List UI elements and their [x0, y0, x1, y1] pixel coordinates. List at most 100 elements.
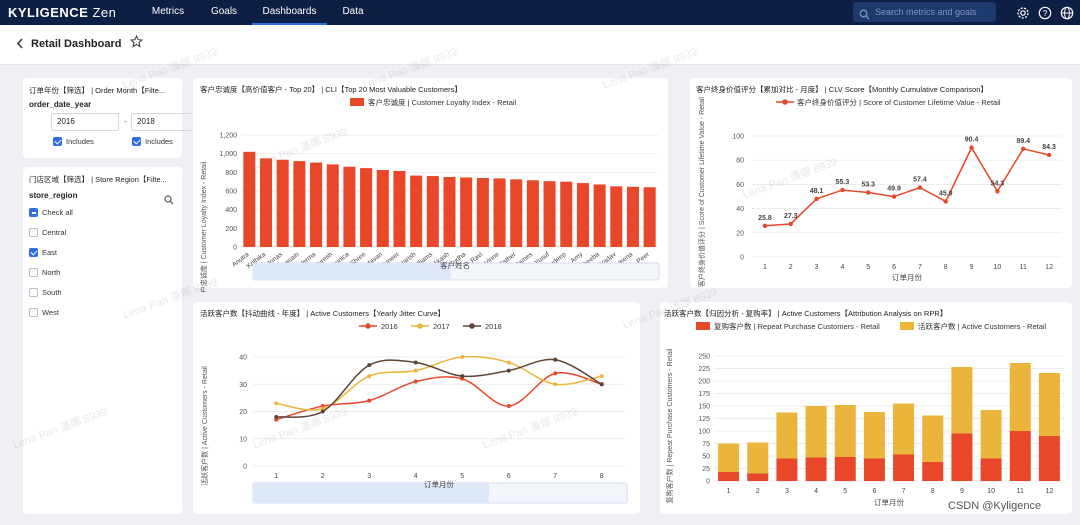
clv-line [764, 146, 1050, 227]
y-tick-label: 0 [706, 479, 710, 486]
checkbox-west[interactable] [29, 308, 38, 317]
series-line-2017 [276, 355, 602, 411]
legend-marker [782, 99, 788, 105]
stacked-bar-segment [805, 457, 827, 481]
globe-icon[interactable] [1060, 5, 1074, 24]
y-tick-label: 150 [698, 404, 710, 411]
x-tick-label: 6 [872, 488, 876, 495]
includes-to-checkbox[interactable] [132, 137, 141, 146]
y-tick-label: 250 [698, 354, 710, 361]
clv-point [1021, 146, 1026, 152]
y-axis-label: 客户终身价值评分 | Score of Customer Lifetime Va… [697, 97, 706, 287]
stacked-bar-segment [922, 415, 944, 462]
y-tick-label: 25 [702, 466, 710, 473]
cli-bar [610, 186, 623, 247]
year-to-input[interactable]: 2018 [131, 113, 199, 131]
y-tick-label: 100 [698, 429, 710, 436]
stacked-bar-segment [1038, 436, 1060, 481]
cli-bar [626, 186, 639, 247]
series-point-2017 [367, 374, 372, 379]
y-tick-label: 200 [698, 379, 710, 386]
card-active: 活跃客户数【抖动曲线 - 年度】 | Active Customers【Year… [193, 302, 640, 514]
option-label: Check all [42, 208, 73, 217]
series-point-2018 [599, 382, 604, 387]
cli-bar [260, 158, 273, 247]
legend-marker [417, 323, 423, 329]
year-from-input[interactable]: 2016 [51, 113, 119, 131]
zoom-slider-window [253, 263, 451, 280]
clv-point [762, 223, 768, 228]
chart-title: 活跃客户数【抖动曲线 - 年度】 | Active Customers【Year… [200, 309, 446, 318]
legend-marker [469, 323, 475, 329]
y-tick-label: 400 [225, 207, 237, 214]
checkbox-south[interactable] [29, 288, 38, 297]
chevron-left-icon[interactable] [16, 38, 24, 52]
x-tick-label: 9 [960, 488, 964, 495]
settings-icon[interactable] [1016, 5, 1030, 24]
attribution-chart: 复购客户数 | Repeat Purchase Customers - Reta… [665, 321, 1064, 507]
checkbox-central[interactable] [29, 228, 38, 237]
clv-point [1046, 152, 1052, 158]
legend-label: 2018 [485, 322, 502, 331]
series-point-2016 [367, 398, 372, 403]
legend-swatch [900, 322, 914, 330]
brand-logo[interactable]: KYLIGENCE Zen [8, 5, 116, 20]
y-tick-label: 60 [736, 182, 744, 189]
cli-bar [460, 177, 473, 247]
y-tick-label: 0 [740, 255, 744, 262]
x-tick-label: 1 [274, 473, 278, 480]
page-header: Retail Dashboard [0, 25, 1080, 65]
stacked-bar-segment [776, 458, 798, 481]
y-tick-label: 40 [736, 206, 744, 213]
series-point-2018 [460, 374, 465, 379]
search-input[interactable]: Search metrics and goals [853, 2, 996, 22]
help-icon[interactable]: ? [1038, 5, 1052, 24]
x-tick-label: 10 [994, 264, 1002, 271]
x-tick-label: 6 [507, 473, 511, 480]
cli-bar [376, 170, 389, 247]
zoom-slider-window [253, 483, 489, 503]
y-tick-label: 1,200 [219, 133, 237, 140]
x-tick-label: 6 [892, 264, 896, 271]
cli-bar [560, 181, 573, 247]
y-tick-label: 80 [736, 158, 744, 165]
series-point-2018 [506, 368, 511, 373]
chart-title: 客户忠诚度【高价值客户 - Top 20】 | CLI【Top 20 Most … [200, 85, 462, 94]
data-label: 45.9 [939, 190, 953, 197]
cli-bar [543, 181, 556, 247]
x-tick-label: 3 [785, 488, 789, 495]
x-tick-label: 8 [931, 488, 935, 495]
stacked-bar-segment [980, 410, 1002, 459]
series-point-2017 [599, 374, 604, 379]
x-tick-label: 11 [1017, 488, 1024, 495]
y-tick-label: 100 [732, 134, 744, 141]
x-tick-label: 10 [987, 488, 995, 495]
cli-bar [360, 168, 373, 247]
data-label: 57.4 [913, 177, 927, 184]
star-icon[interactable] [129, 34, 144, 52]
x-tick-label: 3 [815, 264, 819, 271]
x-tick-label: 1 [763, 264, 767, 271]
nav-goals[interactable]: Goals [210, 6, 238, 17]
nav-dashboards[interactable]: Dashboards [252, 0, 327, 25]
stacked-bar-segment [834, 457, 856, 481]
search-icon[interactable] [164, 190, 174, 209]
cli-bar [426, 176, 439, 247]
nav-metrics[interactable]: Metrics [151, 6, 185, 17]
x-axis-label: 订单月份 [424, 479, 454, 489]
checkbox-check-all[interactable] [29, 208, 38, 217]
stacked-bar-segment [718, 472, 740, 481]
y-tick-label: 40 [239, 355, 247, 362]
checkbox-north[interactable] [29, 268, 38, 277]
x-tick-label: 5 [460, 473, 464, 480]
x-tick-label: 4 [414, 473, 418, 480]
includes-from-checkbox[interactable] [53, 137, 62, 146]
y-tick-label: 225 [698, 366, 710, 373]
series-point-2018 [320, 409, 325, 414]
clv-point [969, 145, 974, 150]
nav-data[interactable]: Data [342, 6, 364, 17]
x-tick-label: 2 [756, 488, 760, 495]
series-point-2016 [553, 371, 558, 376]
checkbox-east[interactable] [29, 248, 38, 257]
series-point-2017 [413, 368, 418, 373]
